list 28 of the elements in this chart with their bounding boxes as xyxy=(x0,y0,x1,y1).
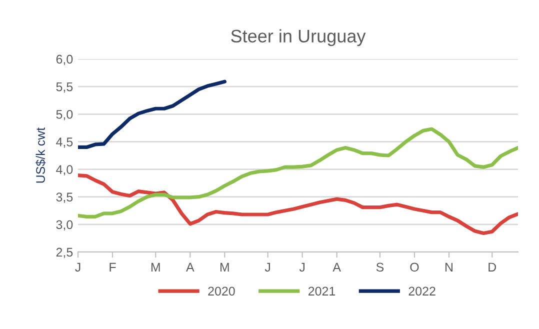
x-tick-label: A xyxy=(186,262,194,272)
chart-title: Steer in Uruguay xyxy=(231,29,366,46)
x-tick-label: F xyxy=(110,262,116,272)
x-tick-label: J xyxy=(75,262,80,272)
legend-label: 2022 xyxy=(408,286,436,296)
x-tick-label: N xyxy=(445,262,452,272)
x-tick-label: M xyxy=(151,262,160,272)
y-tick-label: 2,5 xyxy=(56,248,73,258)
x-tick-label: S xyxy=(376,262,384,272)
y-axis-title: US$/k cwt xyxy=(36,127,46,183)
y-tick-label: 5,0 xyxy=(56,110,73,120)
x-tick-label: J xyxy=(264,262,270,272)
y-tick-label: 5,5 xyxy=(56,82,73,93)
line-series xyxy=(78,80,226,150)
x-tick-label: M xyxy=(220,262,229,272)
x-tick-label: J xyxy=(299,262,305,272)
y-tick-label: 4,5 xyxy=(56,138,73,148)
x-tick-label: A xyxy=(332,262,341,272)
line-series xyxy=(78,127,518,219)
x-tick-label: O xyxy=(410,262,419,272)
line-series xyxy=(78,174,518,236)
legend-label: 2021 xyxy=(308,286,336,296)
y-tick-label: 4,0 xyxy=(56,165,73,176)
x-tick-label: D xyxy=(488,262,496,272)
y-tick-label: 3,0 xyxy=(56,220,73,231)
y-tick-label: 6,0 xyxy=(56,54,73,66)
y-tick-label: 3,5 xyxy=(56,192,73,203)
legend-label: 2020 xyxy=(208,286,235,296)
